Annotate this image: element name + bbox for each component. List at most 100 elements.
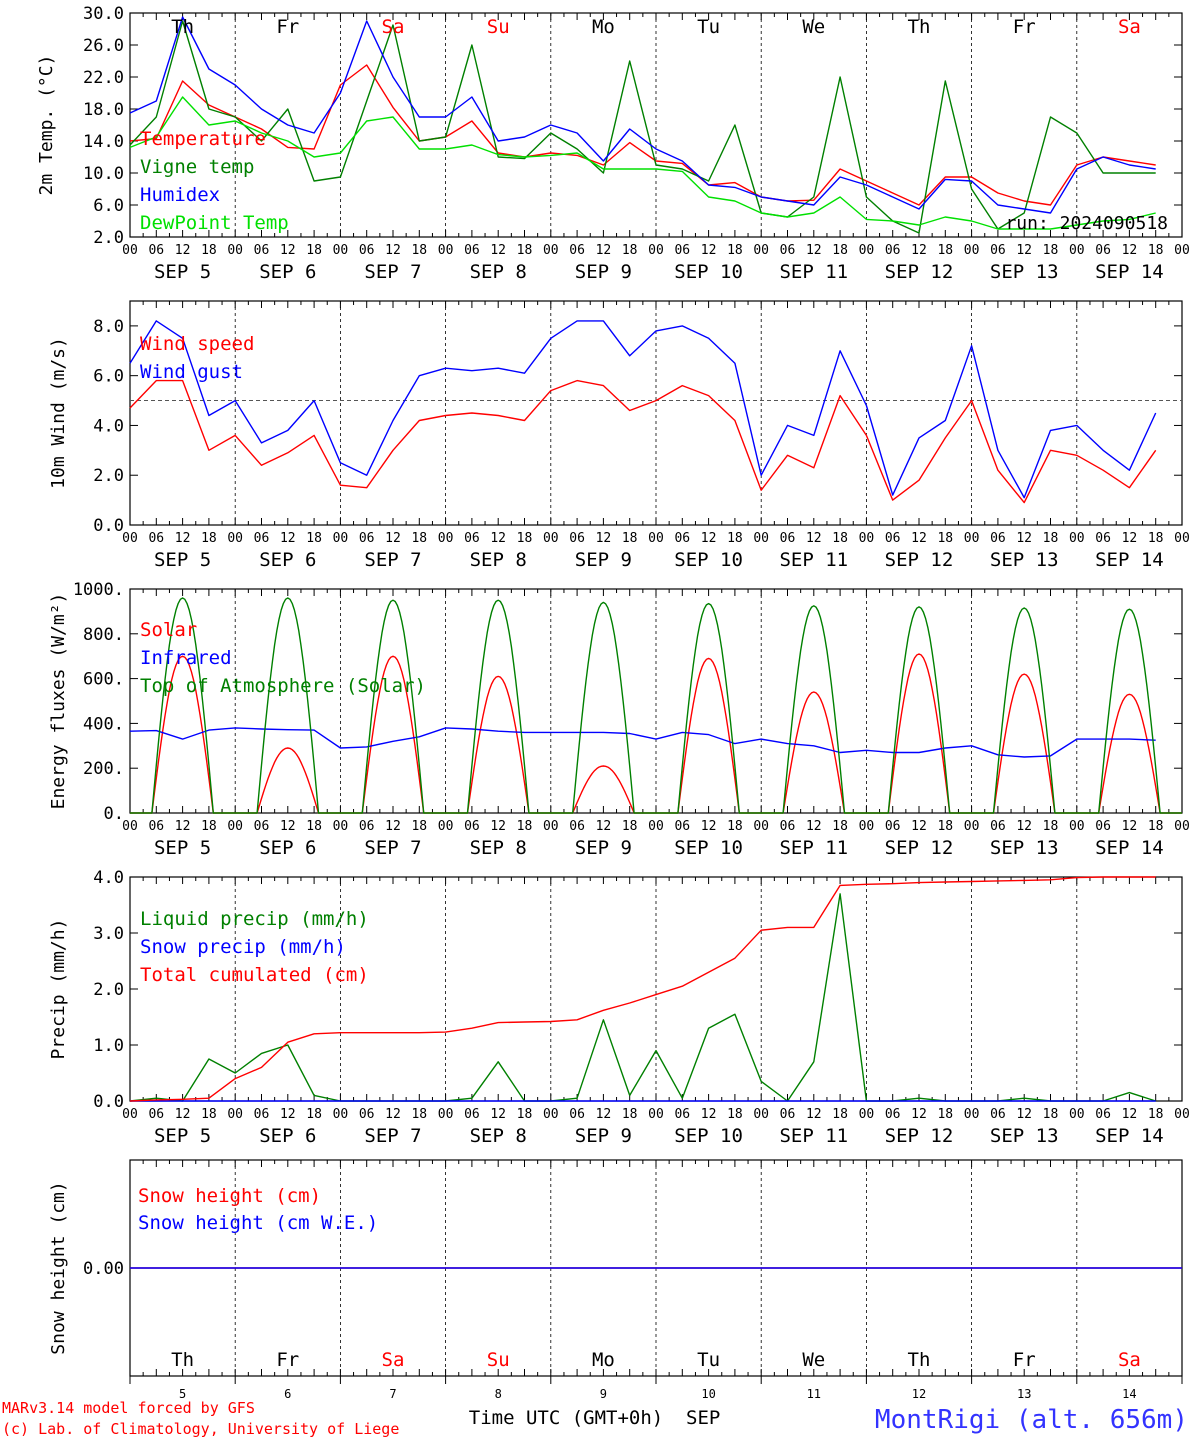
hour-tick-label: 18 bbox=[622, 243, 638, 258]
hour-tick-label: 18 bbox=[306, 1107, 322, 1122]
hour-tick-label: 18 bbox=[411, 531, 427, 546]
date-label: SEP 10 bbox=[674, 1125, 743, 1147]
y-tick-label: 18.0 bbox=[83, 100, 124, 120]
date-label: SEP 9 bbox=[575, 261, 632, 283]
hour-tick-label: 00 bbox=[333, 819, 349, 834]
date-number-label: 6 bbox=[284, 1387, 291, 1401]
legend-entry: Wind gust bbox=[140, 361, 243, 383]
legend-entry: Humidex bbox=[140, 184, 220, 206]
hour-tick-label: 12 bbox=[911, 1107, 927, 1122]
hour-tick-label: 18 bbox=[937, 819, 953, 834]
y-tick-label: 1.0 bbox=[93, 1036, 124, 1056]
date-label: SEP 6 bbox=[259, 1125, 316, 1147]
hour-tick-label: 12 bbox=[175, 531, 191, 546]
date-label: SEP 10 bbox=[674, 261, 743, 283]
hour-tick-label: 12 bbox=[490, 1107, 506, 1122]
hour-tick-label: 12 bbox=[175, 243, 191, 258]
hour-tick-label: 18 bbox=[1043, 1107, 1059, 1122]
legend-entry: Wind speed bbox=[140, 333, 254, 355]
hour-tick-label: 12 bbox=[1122, 1107, 1138, 1122]
hour-tick-label: 06 bbox=[359, 1107, 375, 1122]
y-tick-label: 2.0 bbox=[93, 980, 124, 1000]
legend-entry: Total cumulated (cm) bbox=[140, 964, 369, 986]
date-number-label: 8 bbox=[495, 1387, 502, 1401]
day-name-label: Sa bbox=[382, 1349, 405, 1371]
y-axis-label: Precip (mm/h) bbox=[48, 919, 69, 1060]
hour-tick-label: 00 bbox=[1069, 531, 1085, 546]
hour-tick-label: 06 bbox=[464, 819, 480, 834]
hour-tick-label: 00 bbox=[227, 531, 243, 546]
legend-entry: DewPoint Temp bbox=[140, 212, 289, 234]
hour-tick-label: 00 bbox=[648, 1107, 664, 1122]
hour-tick-label: 00 bbox=[333, 243, 349, 258]
legend-entry: Liquid precip (mm/h) bbox=[140, 908, 369, 930]
hour-tick-label: 00 bbox=[1069, 819, 1085, 834]
date-label: SEP 6 bbox=[259, 261, 316, 283]
legend-entry: Vigne temp bbox=[140, 156, 254, 178]
hour-tick-label: 06 bbox=[254, 531, 270, 546]
hour-tick-label: 06 bbox=[148, 819, 164, 834]
date-label: SEP 14 bbox=[1095, 549, 1164, 571]
hour-tick-label: 00 bbox=[1174, 1107, 1190, 1122]
hour-tick-label: 12 bbox=[596, 243, 612, 258]
hour-tick-label: 18 bbox=[1043, 819, 1059, 834]
hour-tick-label: 18 bbox=[201, 1107, 217, 1122]
hour-tick-label: 18 bbox=[201, 819, 217, 834]
day-name-label: Sa bbox=[1118, 16, 1141, 38]
hour-tick-label: 00 bbox=[227, 1107, 243, 1122]
date-label: SEP 14 bbox=[1095, 261, 1164, 283]
hour-tick-label: 00 bbox=[438, 243, 454, 258]
day-name-label: Fr bbox=[276, 16, 299, 38]
y-tick-label: 0.0 bbox=[93, 516, 124, 536]
hour-tick-label: 00 bbox=[648, 819, 664, 834]
hour-tick-label: 18 bbox=[832, 243, 848, 258]
hour-tick-label: 12 bbox=[911, 243, 927, 258]
hour-tick-label: 12 bbox=[596, 819, 612, 834]
hour-tick-label: 00 bbox=[753, 531, 769, 546]
date-label: SEP 11 bbox=[779, 1125, 848, 1147]
hour-tick-label: 06 bbox=[569, 819, 585, 834]
hour-tick-label: 12 bbox=[385, 531, 401, 546]
hour-tick-label: 12 bbox=[596, 1107, 612, 1122]
day-name-label: Th bbox=[908, 1349, 931, 1371]
hour-tick-label: 12 bbox=[280, 819, 296, 834]
hour-tick-label: 12 bbox=[1016, 1107, 1032, 1122]
legend-entry: Solar bbox=[140, 619, 197, 641]
panel-frame bbox=[129, 588, 1183, 814]
date-label: SEP 5 bbox=[154, 261, 211, 283]
date-label: SEP 6 bbox=[259, 549, 316, 571]
panel-1: 00 06 12 18 SEP 5 00 06 12 18 SEP 6 00 06 12 18 SEP 7 0… bbox=[36, 4, 1190, 283]
hour-tick-label: 12 bbox=[490, 243, 506, 258]
hour-tick-label: 00 bbox=[543, 819, 559, 834]
date-label: SEP 9 bbox=[575, 1125, 632, 1147]
date-label: SEP 14 bbox=[1095, 1125, 1164, 1147]
hour-tick-label: 12 bbox=[490, 531, 506, 546]
hour-tick-label: 12 bbox=[490, 819, 506, 834]
date-label: SEP 11 bbox=[779, 549, 848, 571]
y-tick-label: 4.0 bbox=[93, 416, 124, 436]
hour-tick-label: 18 bbox=[517, 819, 533, 834]
hour-tick-label: 06 bbox=[569, 1107, 585, 1122]
legend-entry: Infrared bbox=[140, 647, 232, 669]
y-tick-label: 0.0 bbox=[93, 1092, 124, 1112]
hour-tick-label: 00 bbox=[1069, 243, 1085, 258]
station-label: MontRigi (alt. 656m) bbox=[875, 1405, 1188, 1435]
date-label: SEP 11 bbox=[779, 261, 848, 283]
hour-tick-label: 18 bbox=[411, 243, 427, 258]
hour-tick-label: 12 bbox=[701, 531, 717, 546]
hour-tick-label: 12 bbox=[701, 1107, 717, 1122]
hour-tick-label: 12 bbox=[806, 243, 822, 258]
panel-frame bbox=[129, 300, 1183, 526]
hour-tick-label: 00 bbox=[227, 819, 243, 834]
hour-tick-label: 12 bbox=[385, 819, 401, 834]
date-label: SEP 10 bbox=[674, 837, 743, 859]
hour-tick-label: 18 bbox=[306, 531, 322, 546]
hour-tick-label: 12 bbox=[1122, 531, 1138, 546]
hour-tick-label: 00 bbox=[1174, 531, 1190, 546]
y-tick-label: 600. bbox=[83, 670, 124, 690]
date-label: SEP 7 bbox=[364, 261, 421, 283]
hour-tick-label: 00 bbox=[859, 243, 875, 258]
panel-4: 00 06 12 18 SEP 5 00 06 12 18 SEP 6 00 06 12 18 SEP 7 0… bbox=[48, 868, 1190, 1147]
hour-tick-label: 06 bbox=[148, 531, 164, 546]
y-tick-label: 0. bbox=[104, 804, 124, 824]
